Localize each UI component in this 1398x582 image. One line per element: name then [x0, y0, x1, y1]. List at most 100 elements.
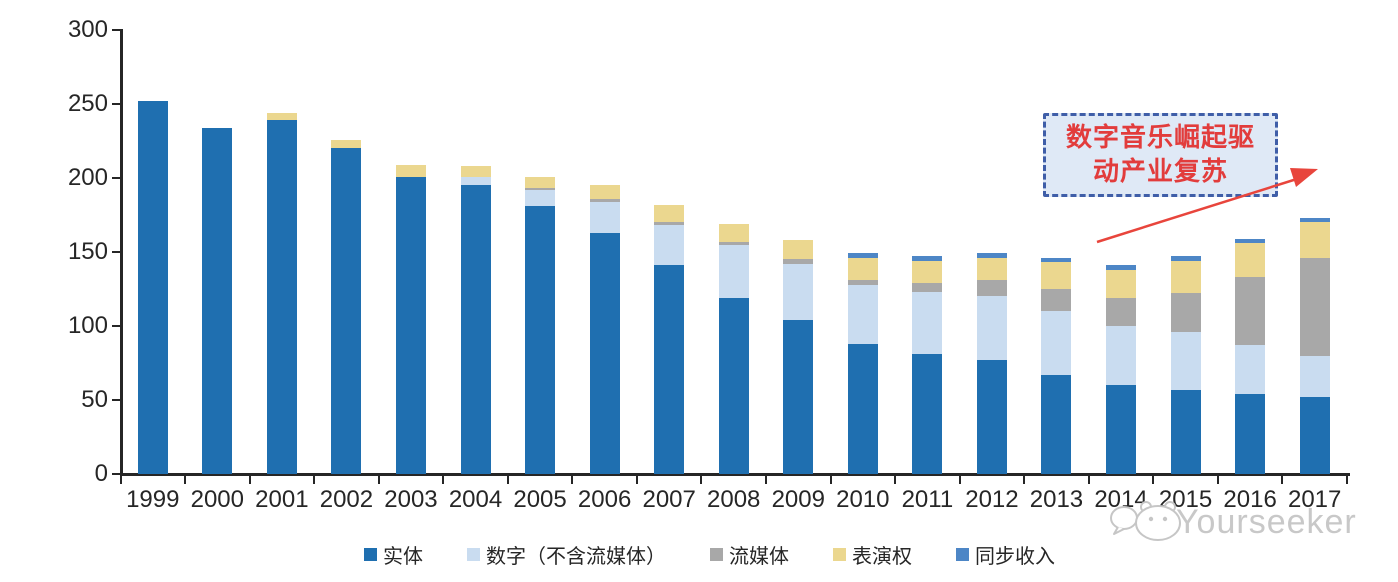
legend-label-physical: 实体	[383, 546, 423, 568]
legend-label-streaming: 流媒体	[729, 546, 789, 568]
bar-segment-physical-2006	[589, 232, 620, 474]
x-axis-label-2012: 2012	[965, 486, 1019, 513]
x-axis-label-2005: 2005	[513, 486, 567, 513]
legend-item-streaming: 流媒体	[710, 540, 789, 569]
legend-item-sync-revenue: 同步收入	[956, 540, 1055, 569]
bar-segment-performance-rights-2012	[976, 257, 1007, 281]
bar-segment-performance-rights-2011	[912, 260, 943, 284]
bar-segment-physical-2003	[395, 176, 426, 474]
x-axis-tick-mark	[894, 476, 897, 484]
x-axis-tick-mark	[506, 476, 509, 484]
watermark: Yourseeker	[1096, 496, 1356, 551]
bar-segment-performance-rights-2004	[460, 166, 491, 177]
bar-segment-sync-revenue-2011	[912, 256, 943, 261]
bar-segment-streaming-2016	[1235, 277, 1266, 346]
x-axis-tick-mark	[700, 476, 703, 484]
bar-segment-streaming-2010	[847, 280, 878, 285]
legend-swatch-physical	[364, 548, 377, 561]
bar-segment-performance-rights-2001	[266, 112, 297, 121]
bar-segment-performance-rights-2006	[589, 185, 620, 199]
bar-segment-digital-excl-streaming-2007	[654, 225, 685, 266]
x-axis-tick-mark	[119, 476, 122, 484]
bar-segment-physical-2002	[331, 148, 362, 474]
y-axis-tick-label: 150	[67, 238, 108, 265]
bar-segment-streaming-2014	[1106, 297, 1137, 326]
x-axis-label-2017: 2017	[1287, 486, 1342, 513]
x-axis-tick-mark	[1281, 476, 1284, 484]
x-axis-tick-mark	[635, 476, 638, 484]
bar-segment-physical-2011	[912, 354, 943, 474]
x-axis-label-2008: 2008	[707, 486, 761, 513]
x-axis-tick-mark	[958, 476, 961, 484]
bar-segment-digital-excl-streaming-2013	[1041, 311, 1072, 375]
bar-segment-physical-2013	[1041, 374, 1072, 474]
bar-segment-performance-rights-2013	[1041, 262, 1072, 289]
bar-segment-streaming-2015	[1170, 293, 1201, 332]
bar-segment-streaming-2011	[912, 283, 943, 292]
y-axis-tick-label: 50	[81, 386, 108, 413]
y-axis-line	[120, 29, 123, 476]
bar-segment-physical-2004	[460, 185, 491, 474]
x-axis-label-2001: 2001	[255, 486, 309, 513]
bar-segment-physical-2012	[976, 360, 1007, 474]
y-axis-tick-mark	[112, 473, 121, 475]
x-axis-tick-mark	[1345, 476, 1348, 484]
y-axis-tick-mark	[112, 325, 121, 327]
x-axis-label-2007: 2007	[642, 486, 696, 513]
legend-swatch-digital-excl-streaming	[467, 548, 480, 561]
x-axis-tick-mark	[1087, 476, 1090, 484]
x-axis-label-2011: 2011	[901, 486, 954, 513]
bar-segment-streaming-2013	[1041, 289, 1072, 312]
legend-swatch-streaming	[710, 548, 723, 561]
legend-swatch-sync-revenue	[956, 548, 969, 561]
bar-segment-digital-excl-streaming-2016	[1235, 345, 1266, 395]
bar-segment-physical-2014	[1106, 385, 1137, 474]
bar-segment-performance-rights-2005	[525, 176, 556, 189]
bar-segment-streaming-2006	[589, 198, 620, 202]
x-axis-tick-mark	[1216, 476, 1219, 484]
bar-segment-digital-excl-streaming-2008	[718, 244, 749, 298]
bar-segment-streaming-2008	[718, 241, 749, 245]
y-axis-tick-mark	[112, 251, 121, 253]
bar-segment-physical-2015	[1170, 389, 1201, 474]
y-axis-tick-mark	[112, 103, 121, 105]
bar-segment-performance-rights-2015	[1170, 260, 1201, 294]
y-axis-tick-label: 100	[67, 312, 108, 339]
x-axis-line	[120, 473, 1350, 476]
bar-segment-performance-rights-2009	[783, 240, 814, 260]
annotation-text-line1: 数字音乐崛起驱	[1065, 123, 1255, 152]
watermark-text: Yourseeker	[1176, 503, 1357, 541]
bar-segment-sync-revenue-2014	[1106, 265, 1137, 270]
bar-segment-performance-rights-2007	[654, 204, 685, 223]
x-axis-label-2006: 2006	[577, 486, 632, 513]
legend-item-physical: 实体	[364, 540, 423, 569]
bar-segment-digital-excl-streaming-2004	[460, 176, 491, 186]
bar-segment-sync-revenue-2015	[1170, 256, 1201, 261]
bar-segment-streaming-2017	[1299, 257, 1330, 356]
bar-segment-performance-rights-2017	[1299, 222, 1330, 258]
yourseeker-logo-icon	[1110, 501, 1181, 541]
x-axis-tick-mark	[248, 476, 251, 484]
x-axis-tick-mark	[184, 476, 187, 484]
bar-segment-performance-rights-2003	[395, 164, 426, 177]
bar-segment-digital-excl-streaming-2015	[1170, 331, 1201, 390]
x-axis-tick-mark	[313, 476, 316, 484]
bar-segment-sync-revenue-2010	[847, 253, 878, 258]
y-axis-tick-mark	[112, 29, 121, 31]
bar-segment-physical-2005	[525, 206, 556, 474]
legend-label-sync-revenue: 同步收入	[975, 546, 1055, 568]
y-axis-tick-label: 200	[67, 164, 108, 191]
x-axis-tick-mark	[765, 476, 767, 484]
bar-segment-performance-rights-2016	[1235, 243, 1266, 278]
x-axis-tick-mark	[1023, 476, 1026, 484]
bar-segment-digital-excl-streaming-2011	[912, 291, 943, 355]
annotation-text-line2: 动产业复苏	[1092, 157, 1228, 186]
bar-segment-physical-2017	[1299, 397, 1330, 474]
bar-segment-physical-2000	[202, 127, 233, 474]
x-axis-label-2016: 2016	[1223, 486, 1277, 513]
legend-item-digital-excl-streaming: 数字（不含流媒体）	[467, 540, 666, 569]
y-axis-tick-mark	[112, 399, 121, 401]
bar-segment-performance-rights-2010	[847, 257, 878, 281]
